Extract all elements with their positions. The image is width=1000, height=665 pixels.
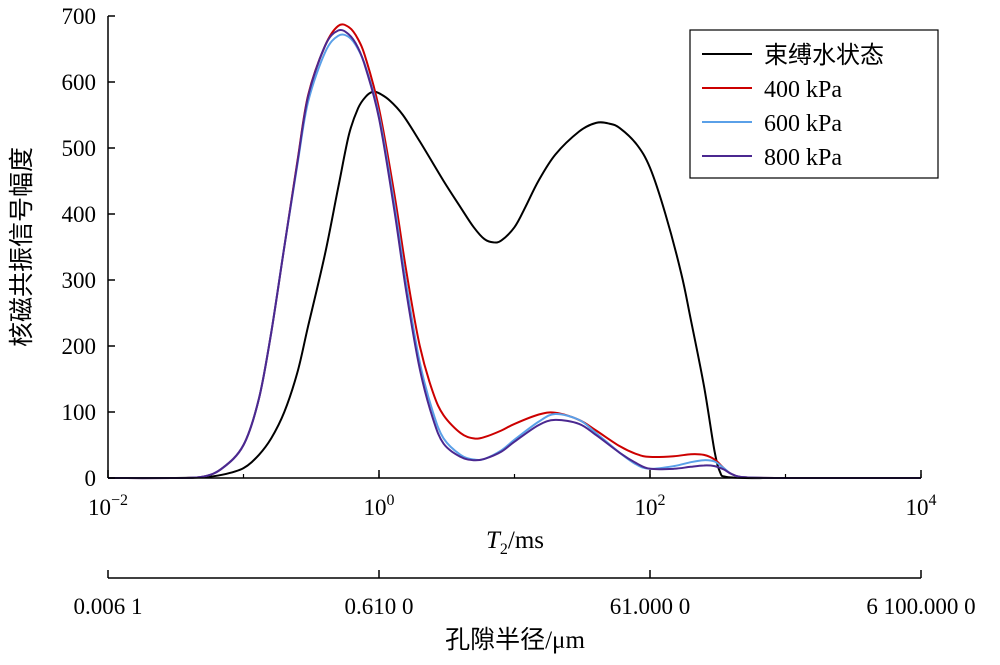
y-axis-label: 核磁共振信号幅度 — [8, 147, 36, 347]
legend-label: 束缚水状态 — [764, 42, 884, 69]
legend-label: 600 kPa — [764, 111, 842, 137]
y-tick-label: 0 — [85, 466, 97, 491]
x-axis-label-subscript: 2 — [500, 541, 508, 558]
y-tick-label: 600 — [62, 70, 97, 95]
x-tick-label: 104 — [906, 492, 937, 520]
x-tick-label: 102 — [635, 492, 666, 520]
y-tick-label: 400 — [62, 202, 97, 227]
x-tick-label: 100 — [364, 492, 395, 520]
series-line-3 — [107, 28, 922, 480]
x-axis-label-symbol: T — [486, 527, 502, 554]
secondary-x-tick-label: 61.000 0 — [610, 594, 691, 619]
y-tick-label: 700 — [62, 4, 97, 29]
y-tick-label: 500 — [62, 136, 97, 161]
y-tick-label: 200 — [62, 334, 97, 359]
series-line-0 — [107, 90, 921, 480]
secondary-x-tick-label: 0.610 0 — [345, 594, 414, 619]
x-axis-label-unit: /ms — [508, 527, 544, 554]
x-axis-label: T2/ms — [486, 527, 544, 558]
series-layer — [107, 23, 922, 480]
ticks-layer: 0 100 200 300 400 500 600 700 10−2 100 102 104 0.006… — [62, 4, 976, 619]
secondary-x-axis-label: 孔隙半径/μm — [445, 626, 585, 654]
x-tick-label: 10−2 — [88, 492, 128, 520]
legend: 束缚水状态 400 kPa 600 kPa 800 kPa — [689, 29, 939, 179]
secondary-x-tick-label: 0.006 1 — [74, 594, 143, 619]
y-tick-label: 300 — [62, 268, 97, 293]
legend-label: 400 kPa — [764, 77, 842, 103]
y-tick-label: 100 — [62, 400, 97, 425]
legend-label: 800 kPa — [764, 145, 842, 171]
secondary-x-tick-label: 6 100.000 0 — [866, 594, 975, 619]
